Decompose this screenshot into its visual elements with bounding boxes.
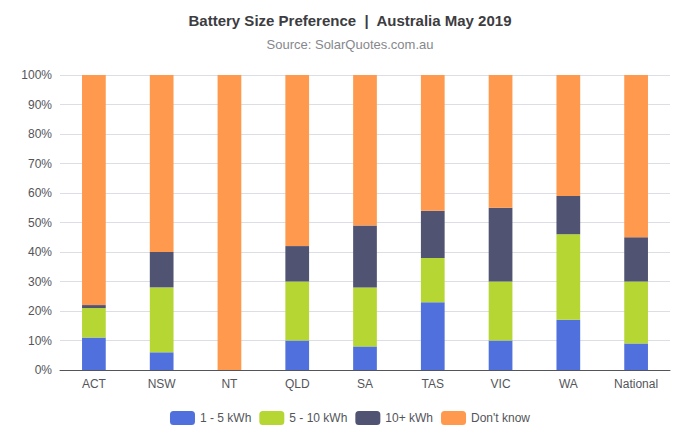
svg-text:60%: 60%	[28, 186, 52, 200]
svg-text:1 - 5 kWh: 1 - 5 kWh	[200, 411, 251, 425]
svg-text:WA: WA	[559, 377, 578, 391]
svg-text:100%: 100%	[21, 68, 52, 82]
svg-text:VIC: VIC	[491, 377, 511, 391]
svg-text:Battery Size Preference | Au: Battery Size Preference | Australia May …	[189, 12, 512, 29]
svg-text:70%: 70%	[28, 157, 52, 171]
svg-text:90%: 90%	[28, 98, 52, 112]
svg-text:Don't know: Don't know	[471, 411, 530, 425]
svg-text:0%: 0%	[35, 363, 53, 377]
svg-text:NT: NT	[221, 377, 238, 391]
svg-text:10%: 10%	[28, 334, 52, 348]
svg-text:50%: 50%	[28, 216, 52, 230]
svg-text:10+ kWh: 10+ kWh	[385, 411, 433, 425]
svg-text:30%: 30%	[28, 275, 52, 289]
svg-text:SA: SA	[357, 377, 373, 391]
svg-text:40%: 40%	[28, 245, 52, 259]
svg-text:ACT: ACT	[82, 377, 107, 391]
svg-text:5 - 10 kWh: 5 - 10 kWh	[289, 411, 347, 425]
svg-text:TAS: TAS	[422, 377, 444, 391]
svg-text:NSW: NSW	[148, 377, 177, 391]
svg-text:National: National	[614, 377, 658, 391]
svg-text:20%: 20%	[28, 304, 52, 318]
svg-text:Source: SolarQuotes.com.au: Source: SolarQuotes.com.au	[267, 37, 434, 52]
svg-text:80%: 80%	[28, 127, 52, 141]
svg-text:QLD: QLD	[285, 377, 310, 391]
